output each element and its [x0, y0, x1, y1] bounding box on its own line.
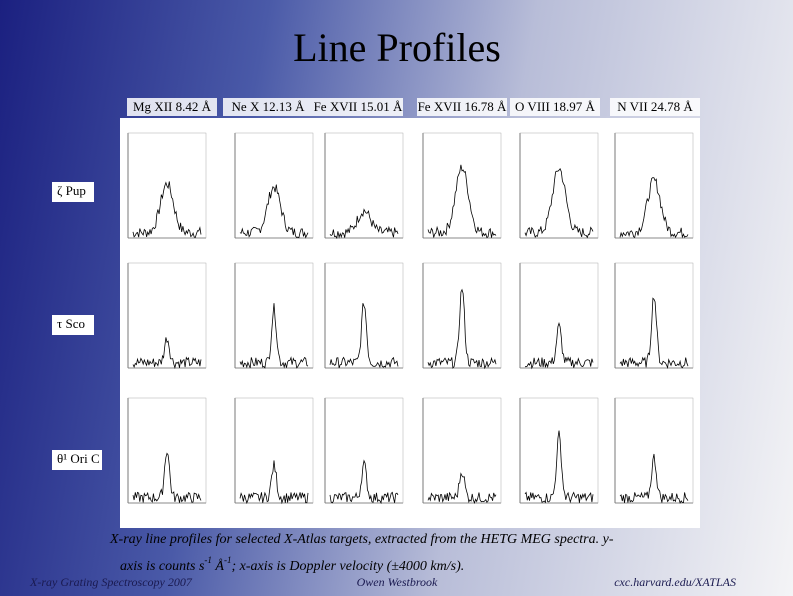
column-header: Fe XVII 15.01 Å	[314, 99, 403, 114]
column-header: Mg XII 8.42 Å	[133, 99, 212, 114]
column-headers: Mg XII 8.42 Å Ne X 12.13 Å Fe XVII 15.01 Å…	[127, 98, 700, 116]
header-bg	[417, 98, 507, 116]
caption-sup: -1	[204, 555, 212, 565]
row-label: τ Sco	[57, 316, 85, 331]
header-bg	[510, 98, 600, 116]
column-header: Fe XVII 16.78 Å	[418, 99, 507, 114]
spectrum-trace	[524, 168, 594, 239]
caption-text: Å	[212, 558, 225, 574]
panel-frame	[324, 262, 404, 369]
caption-line-2: axis is counts s-1 Å-1; x-axis is Dopple…	[120, 555, 464, 574]
spectrum-trace	[525, 321, 594, 370]
panel-frame	[127, 397, 207, 504]
row-label-bg	[52, 182, 94, 202]
panel-frame	[234, 262, 314, 369]
spectrum-trace	[619, 453, 689, 504]
panel-grid	[127, 132, 694, 505]
spectrum-trace	[329, 459, 399, 505]
panel-frame	[324, 132, 404, 239]
row-labels: ζ Pup τ Sco θ¹ Ori C	[52, 182, 102, 470]
spectrum-trace	[329, 303, 399, 369]
spectrum-trace	[524, 430, 594, 504]
spectrum-trace	[619, 297, 689, 369]
figure-area	[120, 118, 700, 528]
caption-line-1: X-ray line profiles for selected X-Atlas…	[109, 532, 614, 547]
panel-frame	[614, 132, 694, 239]
panel-frame	[614, 397, 694, 504]
panel-frame	[234, 397, 314, 504]
header-bg	[223, 98, 313, 116]
panel-frame	[127, 262, 207, 369]
header-bg	[313, 98, 403, 116]
panel-frame	[324, 397, 404, 504]
spectrum-trace	[239, 460, 309, 505]
column-header: N VII 24.78 Å	[617, 99, 693, 114]
row-label-bg	[52, 315, 94, 335]
footer-right: cxc.harvard.edu/XATLAS	[614, 575, 736, 589]
panel-frame	[127, 132, 207, 239]
panel-frame	[614, 262, 694, 369]
row-label-bg	[52, 450, 102, 470]
spectrum-trace	[132, 337, 202, 370]
spectrum-trace	[427, 472, 497, 504]
header-bg	[610, 98, 700, 116]
footer-center: Owen Westbrook	[357, 575, 438, 589]
panel-frame	[234, 132, 314, 239]
spectrum-trace	[427, 288, 497, 370]
panel-frame	[422, 132, 502, 239]
header-bg	[127, 98, 217, 116]
panel-frame	[519, 397, 599, 504]
panel-frame	[519, 132, 599, 239]
spectrum-trace	[329, 208, 399, 240]
column-header: O VIII 18.97 Å	[515, 99, 596, 114]
spectrum-trace	[239, 303, 309, 369]
footer-left: X-ray Grating Spectroscopy 2007	[29, 575, 193, 589]
panel-frame	[519, 262, 599, 369]
spectrum-trace	[427, 164, 497, 239]
panel-frame	[422, 262, 502, 369]
spectrum-trace	[619, 177, 689, 239]
column-header: Ne X 12.13 Å	[232, 99, 306, 114]
spectrum-trace	[132, 181, 202, 239]
spectrum-trace	[132, 452, 202, 503]
spectrum-trace	[239, 184, 309, 239]
row-label: θ¹ Ori C	[57, 451, 100, 466]
caption-text: ; x-axis is Doppler velocity (±4000 km/s…	[231, 559, 464, 574]
caption-sup: -1	[224, 555, 232, 565]
caption-text: axis is counts s	[120, 559, 205, 574]
panel-frame	[422, 397, 502, 504]
row-label: ζ Pup	[57, 183, 86, 198]
slide-title: Line Profiles	[293, 25, 501, 70]
